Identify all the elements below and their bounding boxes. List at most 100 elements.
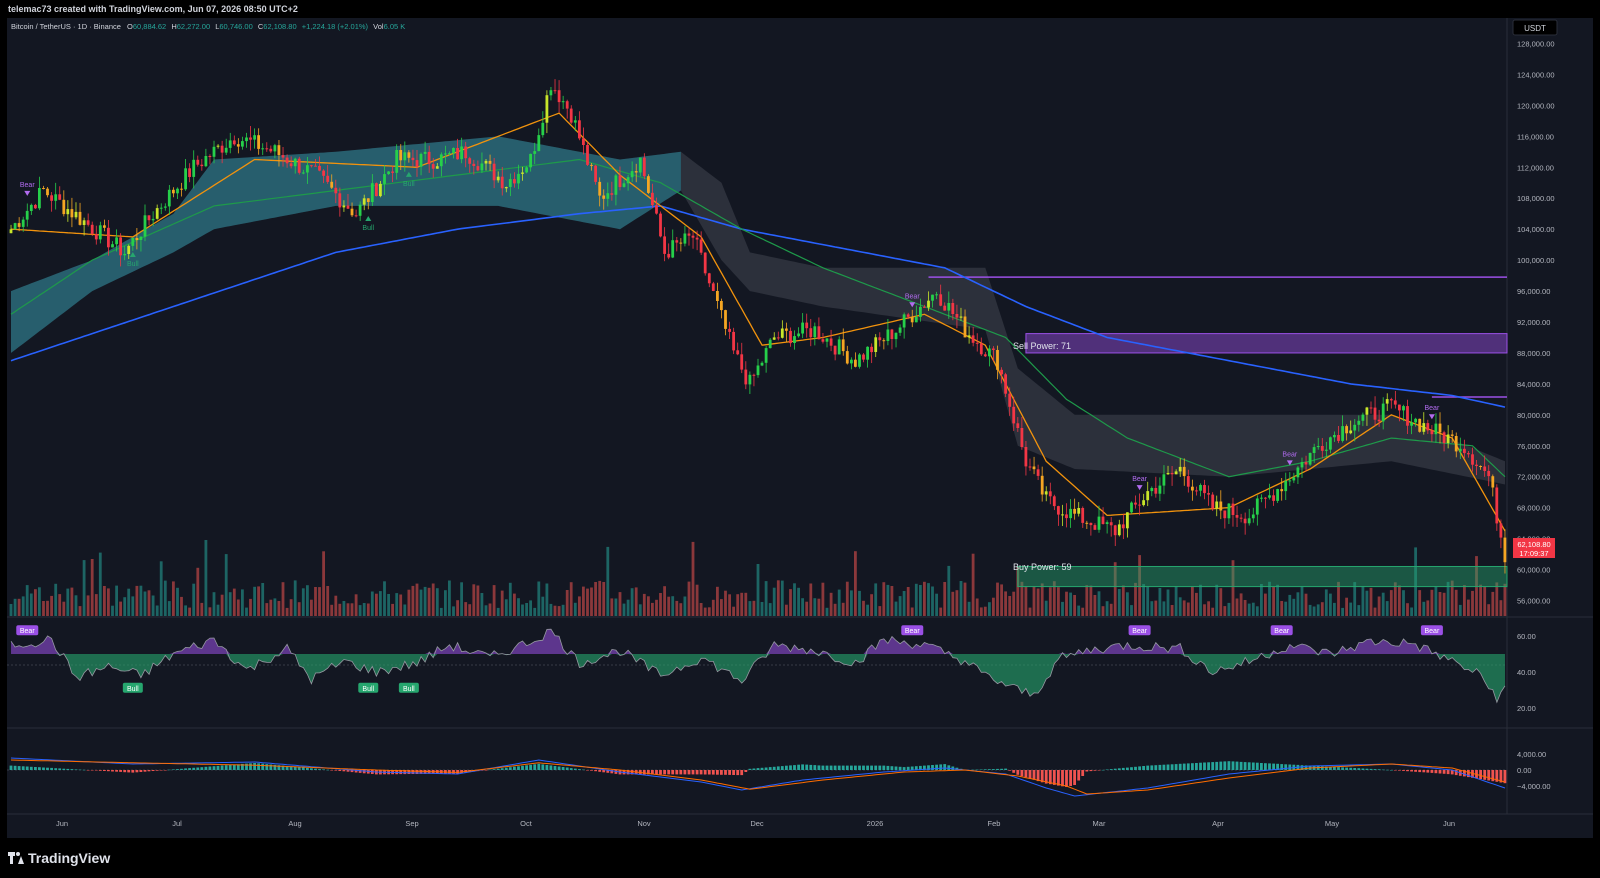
change-value: +1,224.18 (+2.01%): [302, 22, 369, 31]
volume-bar: [1069, 592, 1072, 616]
volume-bar: [1337, 581, 1340, 616]
candle-body: [525, 167, 528, 173]
volume-bar: [115, 585, 118, 616]
rsi-bear-text: Bear: [1132, 628, 1147, 635]
candle-body: [1239, 517, 1243, 519]
volume-bar: [927, 583, 930, 616]
macd-histogram-bar: [947, 765, 951, 770]
candle-body: [220, 145, 224, 153]
macd-histogram-bar: [971, 769, 975, 771]
volume-bar: [1491, 591, 1495, 616]
macd-histogram-bar: [894, 766, 898, 770]
macd-histogram-bar: [1414, 770, 1417, 772]
volume-bar: [785, 604, 788, 616]
volume-bar: [756, 564, 760, 616]
candle-body: [707, 273, 711, 284]
tradingview-logo[interactable]: TradingView: [8, 850, 110, 866]
macd-histogram-bar: [1369, 768, 1373, 770]
volume-bar: [127, 588, 131, 616]
macd-histogram-bar: [25, 766, 29, 770]
volume-bar: [70, 587, 74, 616]
candle-body: [107, 227, 110, 248]
macd-histogram-bar: [1255, 762, 1259, 770]
volume-bar: [1166, 589, 1170, 616]
candle-body: [594, 165, 597, 182]
volume-bars: [9, 540, 1507, 616]
candle-body: [659, 213, 662, 237]
macd-histogram-bar: [1162, 764, 1166, 770]
last-price: 62,108.80: [1517, 540, 1550, 549]
volume-bar: [622, 603, 626, 616]
candle-body: [1361, 414, 1365, 421]
macd-histogram-bar: [1020, 770, 1024, 777]
volume-bar: [159, 561, 163, 616]
macd-histogram-bar: [135, 770, 139, 773]
volume-bar: [354, 594, 358, 616]
cloud-bear: [11, 136, 1505, 485]
macd-histogram-bar: [1219, 761, 1223, 770]
volume-bar: [1450, 580, 1454, 616]
candle-body: [1077, 508, 1081, 514]
volume-bar: [1028, 607, 1032, 616]
candle-body: [1402, 406, 1405, 411]
macd-histogram-bar: [1333, 766, 1336, 770]
candle-body: [1292, 477, 1296, 481]
volume-bar: [334, 595, 338, 616]
candle-body: [1503, 537, 1507, 563]
volume-bar: [618, 592, 622, 616]
candle-body: [565, 101, 569, 109]
macd-histogram-bar: [1057, 770, 1060, 786]
macd-histogram-bar: [1276, 763, 1279, 770]
volume-bar: [578, 596, 581, 616]
macd-histogram-bar: [1195, 763, 1198, 770]
candle-body: [1052, 496, 1056, 507]
macd-histogram-bar: [224, 765, 228, 770]
volume-bar: [1251, 602, 1255, 616]
candle-body: [1235, 515, 1239, 518]
volume-bar: [902, 591, 906, 616]
macd-histogram-bar: [188, 768, 191, 770]
macd-histogram-bar: [1260, 763, 1263, 770]
volume-bar: [829, 592, 833, 616]
macd-histogram-bar: [691, 770, 695, 775]
candle-body: [667, 253, 671, 258]
macd-histogram-bar: [789, 765, 792, 770]
macd-histogram-bar: [1377, 769, 1381, 770]
macd-histogram-bar: [66, 768, 70, 770]
bear-triangle: [909, 302, 916, 308]
candle-body: [845, 351, 849, 364]
macd-histogram-bar: [245, 763, 248, 770]
candle-body: [797, 333, 800, 337]
volume-bar: [955, 590, 959, 616]
macd-histogram-bar: [805, 764, 809, 770]
bear-triangle: [1136, 485, 1143, 491]
candle-body: [1158, 485, 1162, 494]
volume-bar: [62, 601, 66, 616]
low-value: 60,746.00: [219, 22, 252, 31]
candle-body: [886, 329, 890, 341]
volume-bar: [594, 582, 597, 616]
candle-body: [935, 294, 938, 296]
volume-bar: [1353, 582, 1357, 616]
volume-bar: [180, 596, 183, 616]
macd-histogram-bar: [1105, 769, 1109, 770]
volume-bar: [1345, 597, 1348, 616]
macd-histogram-bar: [979, 769, 983, 770]
chart-area[interactable]: Bear Bear Bear Bear Bear Bull Bull Bull Bear Bea…: [7, 18, 1593, 838]
macd-histogram-bar: [882, 765, 886, 770]
candle-body: [756, 365, 760, 376]
volume-bar: [1174, 586, 1178, 616]
volume-bar: [1264, 593, 1267, 616]
macd-histogram-bar: [1024, 770, 1028, 778]
candle-body: [334, 187, 338, 194]
currency-button[interactable]: [1512, 19, 1558, 36]
candle-body: [1393, 400, 1397, 405]
candle-body: [1126, 512, 1129, 529]
price-tick: 76,000.00: [1517, 442, 1550, 451]
volume-bar: [200, 602, 204, 616]
time-tick: Jun: [1443, 819, 1455, 828]
volume-bar: [943, 582, 947, 616]
volume-bar: [411, 585, 415, 616]
volume-bar: [809, 583, 813, 616]
